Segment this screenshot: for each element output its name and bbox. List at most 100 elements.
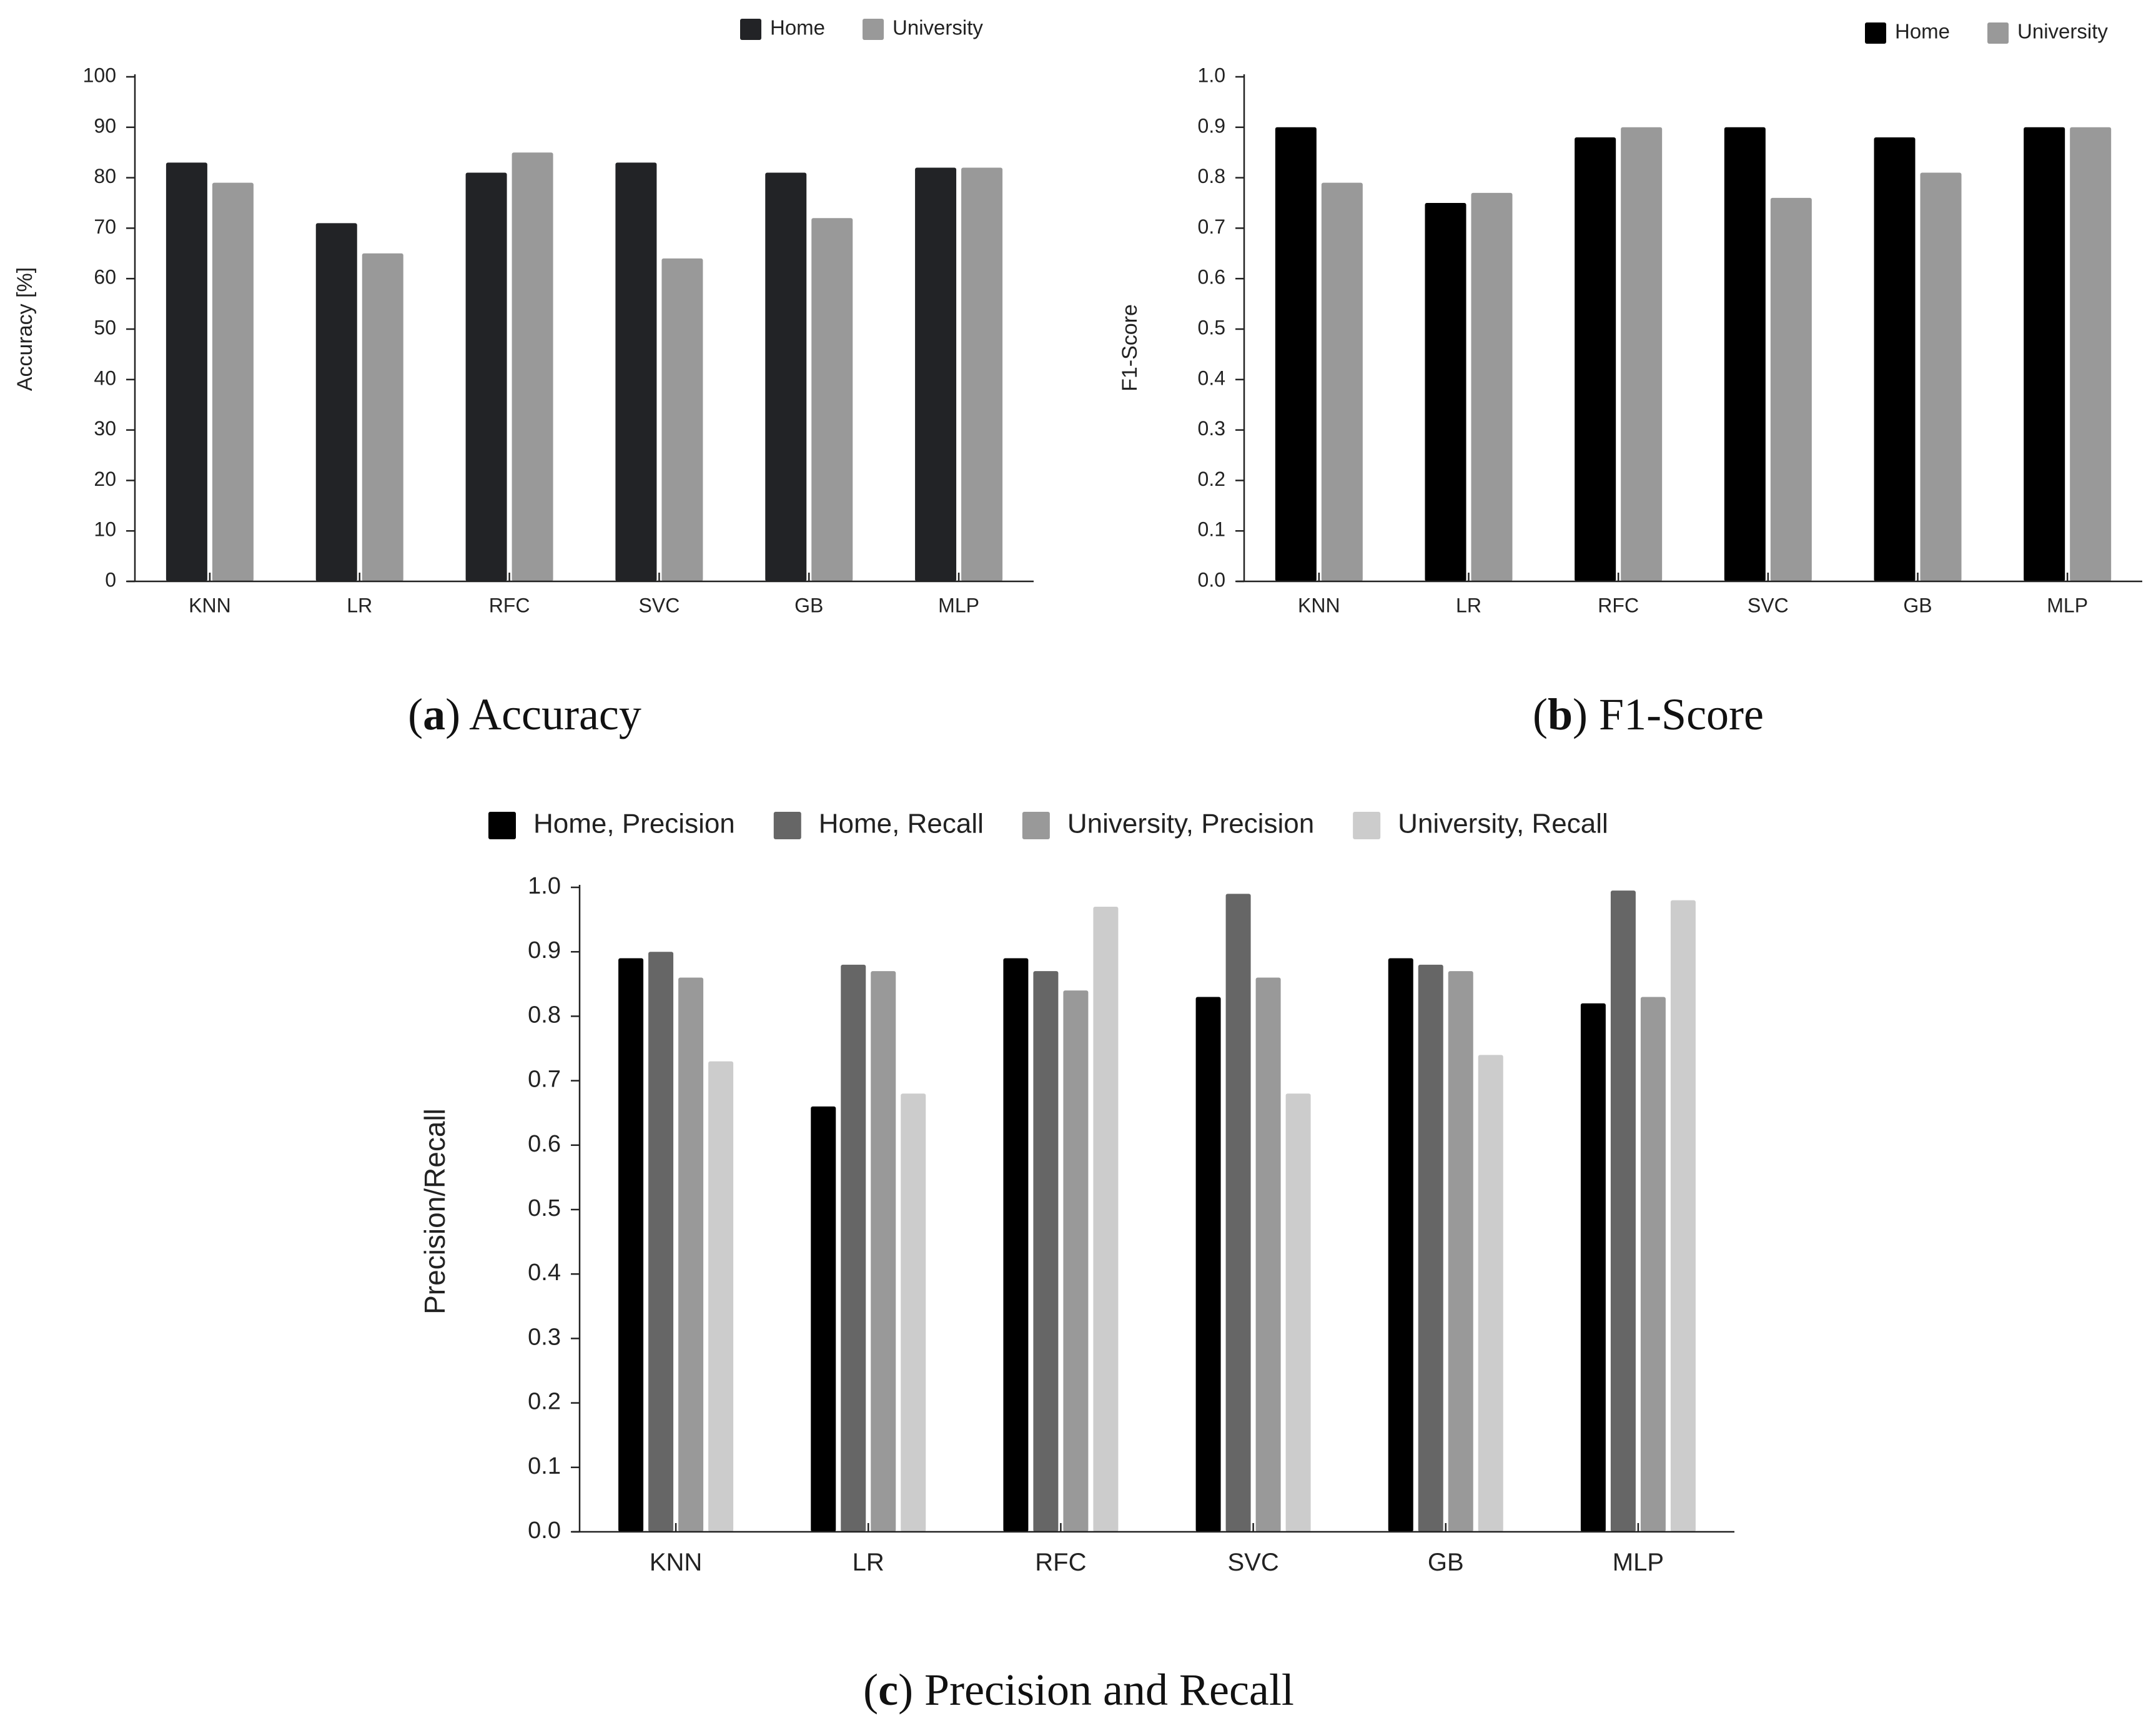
bar-svc-home-precision [1195,997,1221,1532]
legend-swatch [1353,812,1381,839]
bar-knn-university [212,182,254,581]
y-tick-label: 10 [94,518,116,541]
legend-swatch [863,19,884,40]
bar-mlp-university-recall [1670,900,1696,1532]
figure-caption: (a) Accuracy [408,689,641,739]
bar-mlp-university [961,167,1003,581]
bar-knn-home [166,162,207,581]
caption-paren: ( [863,1665,878,1715]
y-tick-label: 0 [105,568,116,591]
legend-label: Home, Precision [533,809,735,839]
caption-letter: a [423,689,445,739]
x-tick-label: MLP [2047,594,2088,617]
legend-label: Home [770,16,825,39]
bar-rfc-university-recall [1093,906,1119,1532]
y-tick-label: 0.1 [528,1453,561,1479]
legend-swatch [1022,812,1050,839]
y-tick-label: 50 [94,316,116,338]
caption-text: ) F1-Score [1573,689,1764,739]
caption-text: ) Precision and Recall [898,1665,1294,1715]
y-tick-label: 60 [94,266,116,289]
chart-b: 0.0 0.1 0.2 0.3 0.4 0.5 0.6 0.7 0.8 0.9 1.0 KNN LR RF… [1118,20,2142,739]
y-tick-label: 70 [94,215,116,238]
x-tick-label: LR [853,1549,884,1576]
y-tick-label: 80 [94,165,116,187]
legend-label: University [893,16,983,39]
bar-rfc-home [465,172,507,581]
caption-text: ) Accuracy [445,689,641,739]
bar-lr-home [1425,203,1466,581]
legend: Home, Precision Home, Recall University, P… [488,809,1608,839]
x-tick-label: RFC [489,594,530,617]
bar-knn-university-precision [678,977,704,1532]
legend-label: University [2017,20,2108,43]
bar-svc-university-precision [1255,977,1281,1532]
bar-knn-university-recall [708,1061,734,1532]
y-tick-label: 1.0 [1198,64,1225,86]
bar-mlp-home [2024,127,2065,582]
y-tick-label: 0.1 [1198,518,1225,541]
legend-swatch [773,812,801,839]
bar-gb-university-precision [1448,971,1473,1532]
bar-rfc-university-precision [1063,990,1089,1532]
bar-rfc-home-precision [1003,958,1029,1532]
x-tick-label: KNN [650,1549,702,1576]
bar-lr-home [315,223,357,581]
bar-lr-university-precision [871,971,896,1532]
x-tick-label: KNN [1298,594,1340,617]
bar-lr-university-recall [901,1093,926,1532]
bar-knn-home-recall [648,952,674,1532]
y-tick-label: 0.7 [528,1067,561,1093]
x-tick-label: GB [794,594,823,617]
y-tick-label: 1.0 [528,873,561,899]
bar-mlp-university-precision [1640,997,1666,1532]
y-tick-label: 0.6 [1198,266,1225,289]
bar-lr-home-recall [841,964,866,1532]
bar-svc-university [661,258,703,581]
legend-label: University, Precision [1067,809,1314,839]
bar-mlp-home-recall [1610,890,1636,1532]
y-tick-label: 30 [94,417,116,440]
bar-gb-home-recall [1418,964,1443,1532]
y-tick-label: 0.8 [1198,165,1225,187]
bar-knn-university [1321,182,1363,581]
bar-lr-home-precision [811,1106,836,1532]
bar-rfc-home-recall [1033,971,1059,1532]
bar-svc-home [615,162,657,581]
x-tick-label: LR [1456,594,1481,617]
y-axis-label: Accuracy [%] [13,267,37,391]
x-tick-label: RFC [1598,594,1639,617]
figure-caption: (c) Precision and Recall [863,1665,1294,1715]
x-tick-label: SVC [639,594,680,617]
y-tick-label: 0.0 [1198,568,1225,591]
y-tick-label: 20 [94,468,116,490]
bar-gb-university-recall [1478,1055,1503,1532]
caption-paren: ( [408,689,423,739]
bar-knn-home [1275,127,1317,582]
bar-mlp-university [2070,127,2112,582]
x-tick-label: RFC [1035,1549,1086,1576]
bar-rfc-home [1575,137,1616,581]
bar-gb-university [1920,172,1962,581]
legend-label: University, Recall [1398,809,1608,839]
y-tick-label: 40 [94,367,116,389]
y-tick-label: 0.4 [1198,367,1225,389]
chart-a: 0 10 20 30 40 50 60 70 80 90 100 KNN LR RFC SVC GB MLP Ac… [13,16,1034,739]
x-tick-label: GB [1428,1549,1464,1576]
caption-letter: b [1548,689,1573,739]
x-tick-label: KNN [189,594,231,617]
figure-caption: (b) F1-Score [1533,689,1764,739]
x-tick-label: MLP [938,594,979,617]
legend-swatch [1987,22,2009,44]
legend: Home University [740,16,983,40]
x-tick-label: SVC [1748,594,1789,617]
legend-label: Home [1895,20,1950,43]
y-tick-label: 0.5 [528,1195,561,1221]
legend-swatch [488,812,516,839]
caption-letter: c [878,1665,898,1715]
bar-svc-home [1724,127,1766,582]
bar-mlp-home-precision [1580,1003,1606,1532]
bar-gb-home-precision [1388,958,1413,1532]
y-tick-label: 0.4 [528,1260,561,1286]
